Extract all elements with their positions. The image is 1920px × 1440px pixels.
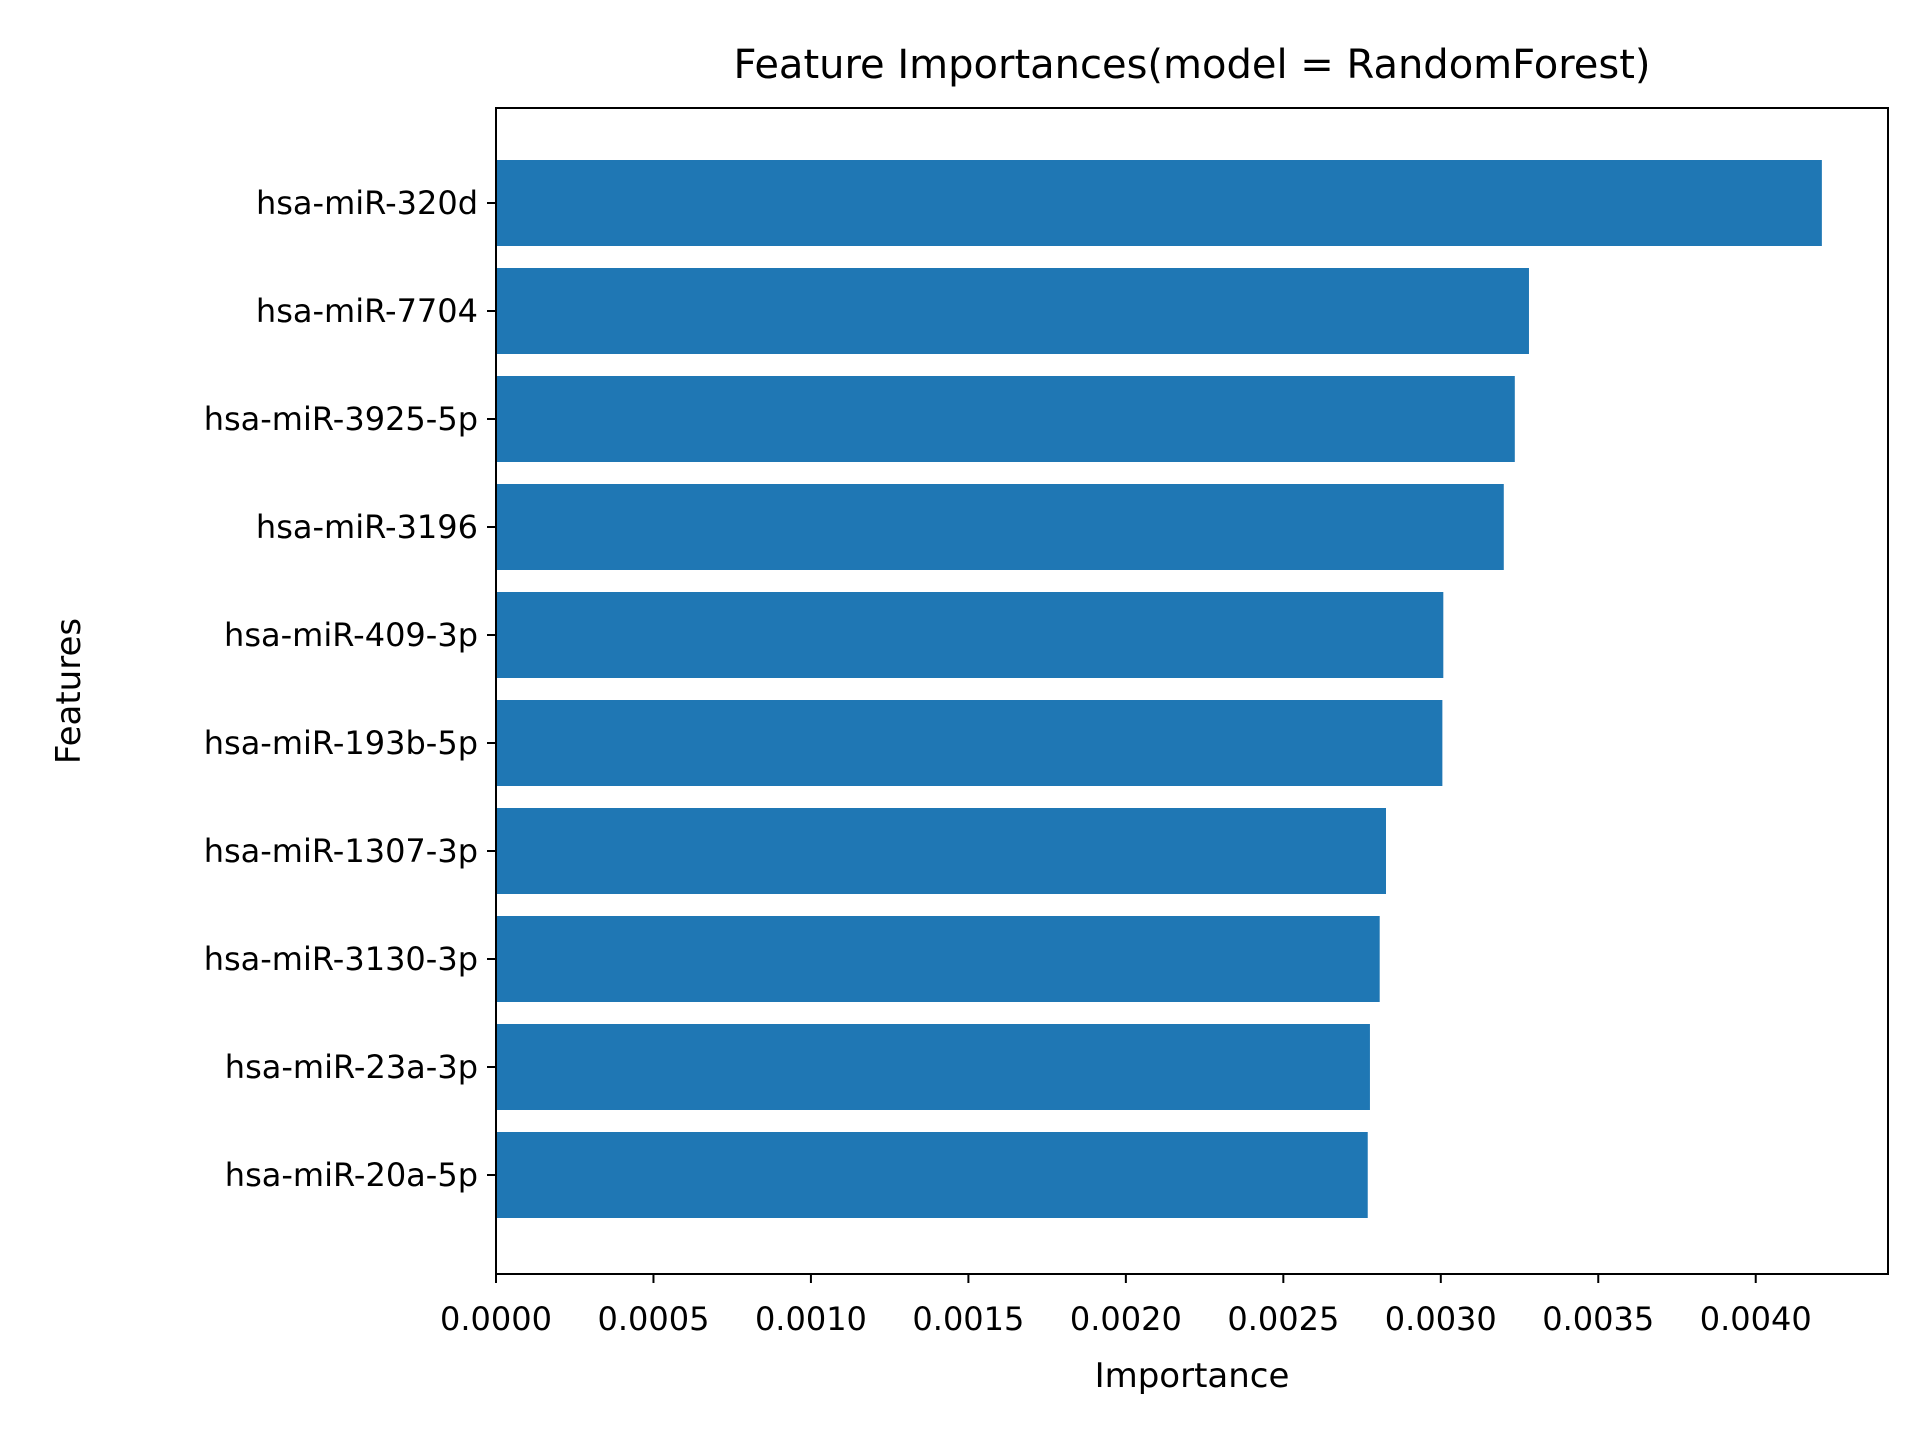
bar-hsa-miR-3196: [496, 484, 1504, 570]
x-axis-ticks: 0.0000 0.0005 0.0010 0.0015 0.0020 0.0025 0.00…: [440, 1274, 1812, 1338]
y-tick-label: hsa-miR-320d: [256, 184, 478, 222]
y-tick-label: hsa-miR-3196: [256, 508, 478, 546]
bar-hsa-miR-20a-5p: [496, 1132, 1368, 1218]
x-tick-label: 0.0020: [1070, 1300, 1182, 1338]
bar-hsa-miR-3130-3p: [496, 916, 1380, 1002]
x-tick-label: 0.0025: [1227, 1300, 1339, 1338]
plot-frame: [495, 107, 1889, 1275]
x-axis-label: Importance: [1095, 1356, 1290, 1396]
bar-hsa-miR-23a-3p: [496, 1024, 1370, 1110]
x-tick-label: 0.0035: [1542, 1300, 1654, 1338]
y-tick-label: hsa-miR-3925-5p: [204, 400, 478, 438]
bar-hsa-miR-320d: [496, 160, 1822, 246]
bar-hsa-miR-7704: [496, 268, 1529, 354]
y-tick-label: hsa-miR-7704: [256, 292, 478, 330]
x-tick-label: 0.0040: [1700, 1300, 1812, 1338]
y-tick-label: hsa-miR-409-3p: [224, 616, 478, 654]
y-tick-label: hsa-miR-1307-3p: [204, 832, 478, 870]
y-tick-label: hsa-miR-3130-3p: [204, 940, 478, 978]
x-tick-label: 0.0000: [440, 1300, 552, 1338]
bar-hsa-miR-1307-3p: [496, 808, 1386, 894]
bar-hsa-miR-3925-5p: [496, 376, 1515, 462]
y-tick-label: hsa-miR-20a-5p: [225, 1156, 478, 1194]
x-tick-label: 0.0015: [912, 1300, 1024, 1338]
bar-hsa-miR-409-3p: [496, 592, 1444, 678]
y-axis-ticks: hsa-miR-320d hsa-miR-7704 hsa-miR-3925-5p h…: [204, 184, 496, 1194]
y-tick-label: hsa-miR-23a-3p: [225, 1048, 478, 1086]
bar-hsa-miR-193b-5p: [496, 700, 1443, 786]
y-tick-label: hsa-miR-193b-5p: [204, 724, 478, 762]
chart-title: Feature Importances(model = RandomForest…: [734, 42, 1651, 88]
x-tick-label: 0.0030: [1385, 1300, 1497, 1338]
x-tick-label: 0.0010: [755, 1300, 867, 1338]
bars-layer: [496, 160, 1822, 1218]
y-axis-label: Features: [49, 618, 89, 764]
x-tick-label: 0.0005: [597, 1300, 709, 1338]
